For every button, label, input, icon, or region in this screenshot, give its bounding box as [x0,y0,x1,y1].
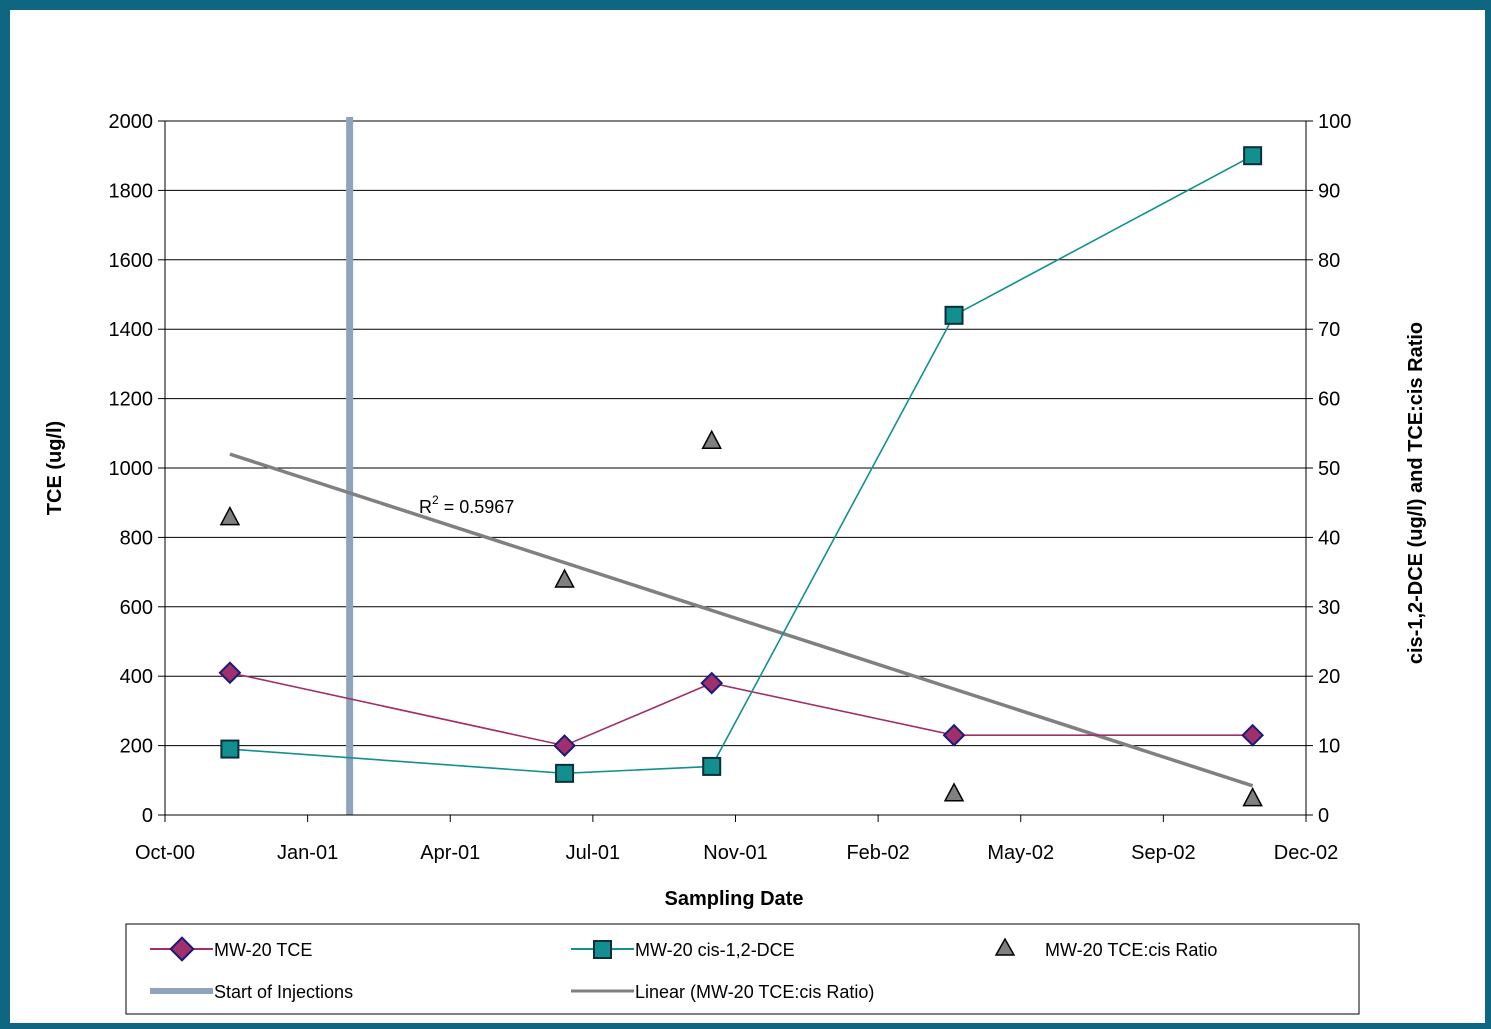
y2-tick-label: 0 [1318,805,1329,827]
legend: MW-20 TCE MW-20 cis-1,2-DCE MW-20 TCE:ci… [126,924,1359,1014]
legend-label-injections: Start of Injections [214,982,353,1002]
legend-label-linear: Linear (MW-20 TCE:cis Ratio) [635,982,874,1002]
x-tick-label: May-02 [987,842,1054,864]
y2-axis-title: cis-1,2-DCE (ug/l) and TCE:cis Ratio [1405,322,1427,664]
y-tick-label: 1400 [109,319,154,341]
legend-item-dce: MW-20 cis-1,2-DCE [571,940,795,960]
x-tick-label: Dec-02 [1274,842,1338,864]
trendline [230,454,1253,786]
dce-point [556,765,573,782]
legend-label-ratio: MW-20 TCE:cis Ratio [1045,940,1217,960]
y-tick-label: 400 [120,666,153,688]
x-tick-label: Apr-01 [420,842,480,864]
y-tick-label: 2000 [109,111,154,133]
r-squared-prefix: R [419,497,432,517]
axes: 0 200 400 600 800 1000 1200 1400 1600 1800 2000 0 10… [109,111,1352,864]
y2-tick-label: 80 [1318,250,1340,272]
y2-tick-label: 100 [1318,111,1351,133]
dce-point [221,741,238,758]
x-tick-label: Sep-02 [1131,842,1196,864]
dce-point [946,307,963,324]
chart-svg: 0 200 400 600 800 1000 1200 1400 1600 1800 2000 0 10… [10,10,1485,1023]
ratio-point [703,431,721,448]
y-tick-label: 1800 [109,180,154,202]
legend-swatch-dce-marker [594,941,611,958]
x-tick-label: Nov-01 [703,842,767,864]
gridlines [165,121,1306,746]
y2-tick-label: 90 [1318,180,1340,202]
y-tick-label: 800 [120,527,153,549]
series-line-0 [230,673,1253,746]
y2-tick-label: 50 [1318,458,1340,480]
r-squared-annotation: R2 = 0.5967 [419,493,514,517]
linear-trendline [230,454,1253,786]
y-tick-label: 600 [120,597,153,619]
x-tick-label: Jan-01 [277,842,338,864]
legend-label-tce: MW-20 TCE [214,940,312,960]
y-tick-label: 0 [142,805,153,827]
y2-tick-label: 40 [1318,527,1340,549]
x-tick-label: Feb-02 [846,842,909,864]
legend-label-dce: MW-20 cis-1,2-DCE [635,940,795,960]
tce-point [220,663,240,683]
y-tick-label: 1200 [109,389,154,411]
dce-point [1244,147,1261,164]
x-tick-label: Oct-00 [135,842,195,864]
series [220,147,1263,805]
y-axis-title: TCE (ug/l) [44,421,66,515]
y2-tick-label: 20 [1318,666,1340,688]
ratio-point [556,570,574,587]
tce-point [1243,725,1263,745]
y-tick-label: 1600 [109,250,154,272]
series-line-1 [230,156,1253,774]
y2-tick-label: 70 [1318,319,1340,341]
y-tick-label: 200 [120,736,153,758]
ratio-point [1244,789,1262,806]
ratio-point [945,784,963,801]
x-tick-label: Jul-01 [566,842,620,864]
y2-tick-label: 30 [1318,597,1340,619]
x-axis-title: Sampling Date [665,888,804,910]
y2-tick-label: 60 [1318,389,1340,411]
ratio-point [221,508,239,525]
r-squared-value: = 0.5967 [439,497,515,517]
y-tick-label: 1000 [109,458,154,480]
tce-point [555,736,575,756]
y2-tick-label: 10 [1318,736,1340,758]
dce-point [703,758,720,775]
chart-panel: 0 200 400 600 800 1000 1200 1400 1600 1800 2000 0 10… [10,10,1485,1023]
tce-point [944,725,964,745]
